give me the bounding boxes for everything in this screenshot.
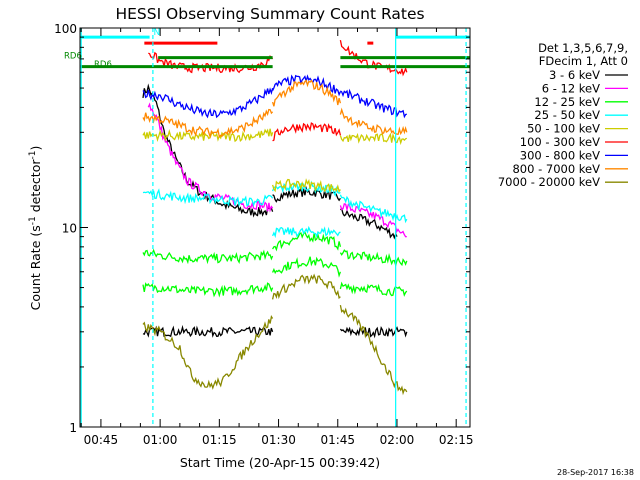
x-axis-label: Start Time (20-Apr-15 00:39:42) xyxy=(180,455,380,470)
series-line xyxy=(339,39,408,77)
series-line xyxy=(340,88,408,119)
y-axis-label-superscript: -1 xyxy=(28,151,38,160)
legend-label: 50 - 100 keV xyxy=(527,122,600,136)
x-tick-label: 01:30 xyxy=(261,433,296,447)
series-line xyxy=(142,315,274,390)
series-line xyxy=(271,79,342,107)
x-tick-label: 02:15 xyxy=(439,433,474,447)
x-tick-label: 00:45 xyxy=(84,433,119,447)
x-tick-label: 01:00 xyxy=(143,433,178,447)
series-line xyxy=(339,326,408,339)
series-line xyxy=(142,108,274,139)
footer-date: 28-Sep-2017 16:38 xyxy=(557,468,634,477)
y-axis-label-part: Count Rate (s xyxy=(28,225,43,310)
series-layer xyxy=(142,39,408,396)
legend-label: 25 - 50 keV xyxy=(534,108,600,122)
flag-layer: N RD6 RD6 xyxy=(64,28,470,427)
series-line xyxy=(272,225,341,239)
y-axis-label-part: detector xyxy=(28,159,43,217)
series-line xyxy=(142,188,274,208)
legend-label: 7000 - 20000 keV xyxy=(498,175,600,189)
y-tick-label: 1 xyxy=(69,421,77,435)
series-line xyxy=(340,207,398,240)
legend-label: 12 - 25 keV xyxy=(534,95,600,109)
legend-label: 300 - 800 keV xyxy=(520,148,600,162)
series-line xyxy=(271,273,341,300)
y-axis-label-part: ) xyxy=(28,146,43,151)
x-tick-label: 01:15 xyxy=(202,433,237,447)
series-line xyxy=(272,185,341,203)
series-5 xyxy=(142,128,408,193)
series-line xyxy=(339,107,408,136)
series-line xyxy=(339,304,408,396)
y-axis-label-superscript: -1 xyxy=(28,216,38,225)
series-line xyxy=(142,128,274,143)
series-line xyxy=(142,83,274,218)
series-8 xyxy=(142,79,408,139)
y-tick-label: 10 xyxy=(62,222,77,236)
legend-label: 6 - 12 keV xyxy=(542,81,600,95)
chart-title: HESSI Observing Summary Count Rates xyxy=(115,5,424,23)
series-line xyxy=(147,102,274,213)
series-line xyxy=(272,231,342,252)
series-3 xyxy=(142,231,408,298)
x-tick-label: 02:00 xyxy=(380,433,415,447)
series-9 xyxy=(142,273,408,396)
series-line xyxy=(271,178,341,193)
legend-header-line: FDecim 1, Att 0 xyxy=(539,54,628,68)
legend-label: 800 - 7000 keV xyxy=(512,162,600,176)
series-line xyxy=(339,194,408,224)
series-line xyxy=(272,256,342,278)
legend-label: 3 - 6 keV xyxy=(549,68,600,82)
flag-label-rd6: RD6 xyxy=(94,60,112,70)
y-tick-label: 100 xyxy=(54,22,77,36)
series-line xyxy=(339,249,408,268)
y-axis-label: Count Rate (s-1 detector-1) xyxy=(28,146,43,311)
flag-label-n: N xyxy=(154,28,161,38)
x-tick-label: 01:45 xyxy=(320,433,355,447)
series-line xyxy=(142,248,274,265)
legend-header-line: Det 1,3,5,6,7,9, xyxy=(538,41,628,55)
axis-layer: 1 10 100 00:45 01:00 01:15 01:30 01:45 02:00 02:1… xyxy=(54,22,473,447)
series-line xyxy=(272,122,342,142)
legend: Det 1,3,5,6,7,9, FDecim 1, Att 0 3 - 6 k… xyxy=(498,41,628,189)
legend-label: 100 - 300 keV xyxy=(520,135,600,149)
series-line xyxy=(339,132,408,146)
series-line xyxy=(142,87,274,119)
series-line xyxy=(142,282,274,298)
flag-label-rd6: RD6 xyxy=(64,51,82,61)
